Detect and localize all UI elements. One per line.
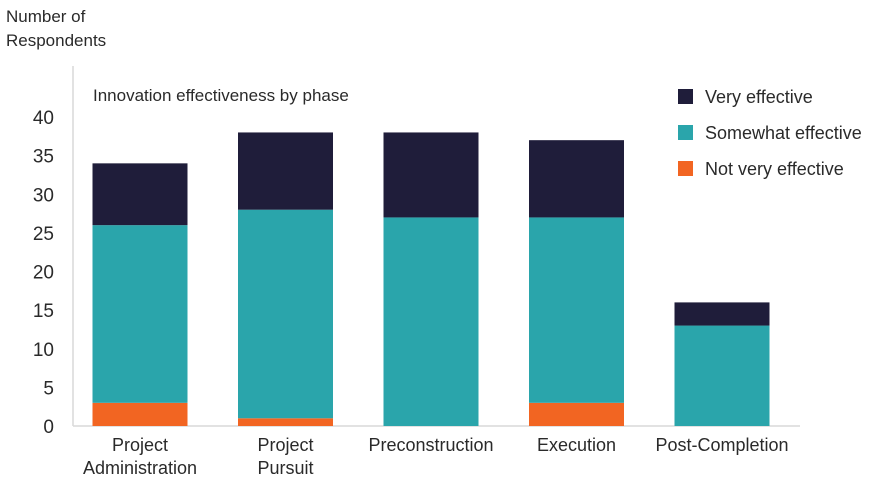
y-tick-label: 10 — [33, 340, 54, 361]
y-tick-label: 35 — [33, 147, 54, 168]
bar-segment — [92, 225, 188, 403]
y-tick-label: 0 — [43, 417, 54, 438]
bar-segment — [238, 132, 333, 210]
legend-swatch — [678, 161, 693, 176]
y-tick-label: 25 — [33, 224, 54, 245]
x-tick-label: Administration — [83, 458, 197, 478]
x-tick-label: Post-Completion — [655, 435, 788, 455]
bar-segment — [238, 418, 333, 426]
y-tick-label: 40 — [33, 108, 54, 129]
x-tick-label: Project — [112, 435, 168, 455]
bars — [92, 132, 770, 426]
chart-title: Innovation effectiveness by phase — [93, 86, 349, 105]
bar-segment — [92, 163, 188, 226]
bar-segment — [92, 402, 188, 426]
x-tick-label: Pursuit — [257, 458, 313, 478]
bar-segment — [529, 140, 624, 218]
x-tick-label: Preconstruction — [368, 435, 493, 455]
legend-swatch — [678, 125, 693, 140]
x-tick-label: Execution — [537, 435, 616, 455]
y-axis-title-line-2: Respondents — [6, 31, 106, 50]
y-tick-label: 15 — [33, 301, 54, 322]
bar-segment — [529, 217, 624, 403]
bar-segment — [674, 302, 770, 326]
y-axis-ticks: 0 5 10 15 20 25 30 35 40 — [33, 108, 54, 438]
bar-segment — [238, 209, 333, 419]
legend: Very effective Somewhat effective Not very… — [678, 87, 862, 179]
y-tick-label: 30 — [33, 185, 54, 206]
y-tick-label: 5 — [43, 378, 54, 399]
y-axis-title-line-1: Number of — [6, 7, 86, 26]
legend-swatch — [678, 89, 693, 104]
bar-segment — [529, 402, 624, 426]
legend-label: Not very effective — [705, 159, 844, 179]
legend-label: Somewhat effective — [705, 123, 862, 143]
bar-segment — [383, 132, 479, 218]
legend-label: Very effective — [705, 87, 813, 107]
bar-segment — [383, 217, 479, 426]
y-tick-label: 20 — [33, 263, 54, 284]
bar-segment — [674, 325, 770, 426]
x-axis-labels: Project Administration Project Pursuit Preco… — [83, 435, 789, 478]
x-tick-label: Project — [257, 435, 313, 455]
